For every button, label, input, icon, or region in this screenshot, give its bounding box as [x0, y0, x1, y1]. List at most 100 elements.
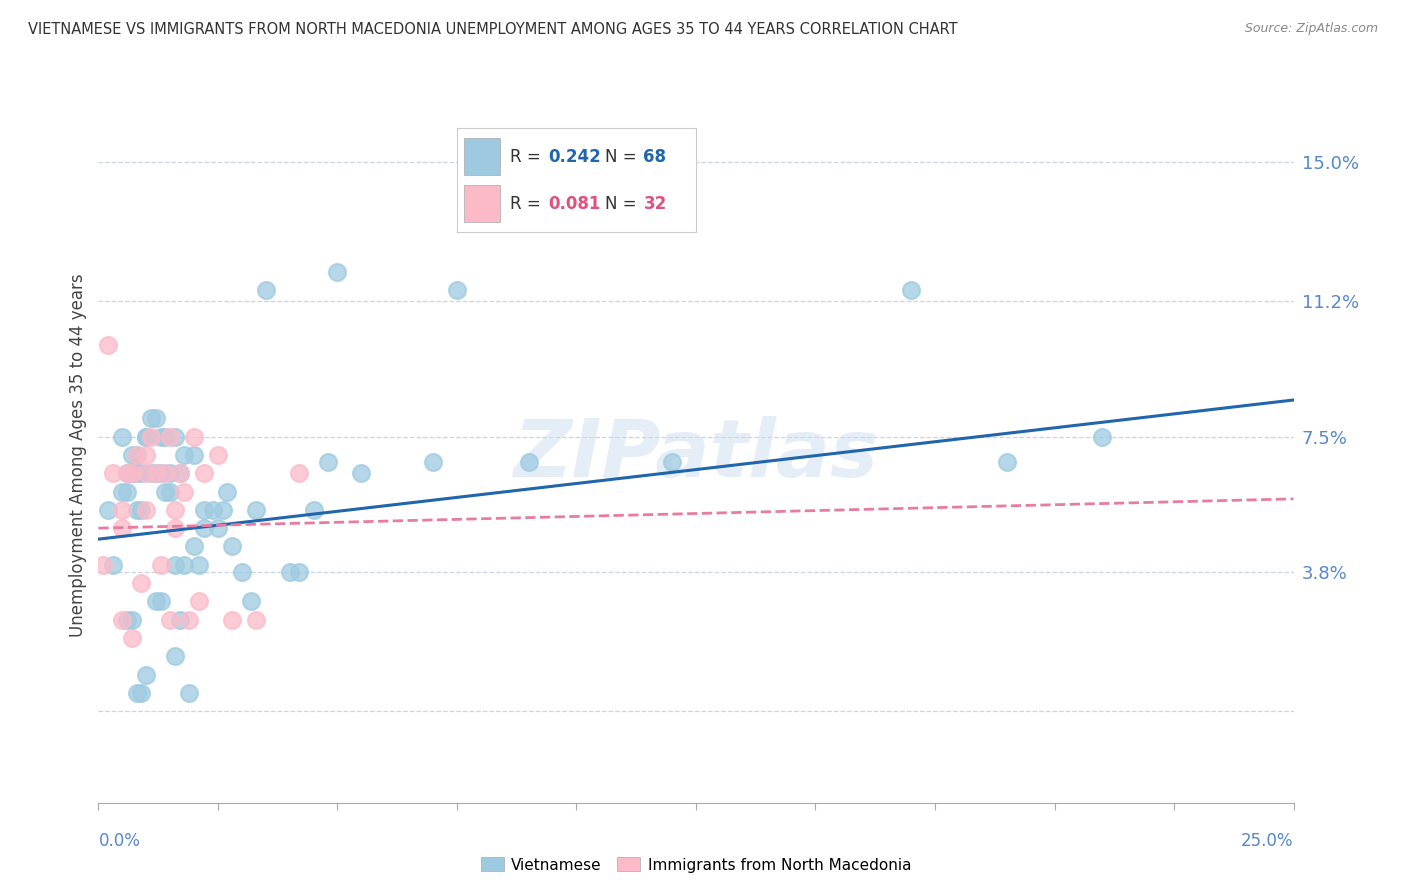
- Point: [169, 467, 191, 481]
- Point: [115, 613, 138, 627]
- Point: [183, 448, 205, 462]
- Point: [211, 503, 233, 517]
- Text: R =: R =: [509, 195, 546, 213]
- Point: [1091, 429, 1114, 443]
- Text: VIETNAMESE VS IMMIGRANTS FROM NORTH MACEDONIA UNEMPLOYMENT AMONG AGES 35 TO 44 Y: VIETNAMESE VS IMMIGRANTS FROM NORTH MACE…: [28, 22, 957, 37]
- Point: [139, 429, 162, 443]
- Point: [91, 558, 114, 572]
- Point: [163, 649, 186, 664]
- Point: [97, 503, 120, 517]
- Point: [135, 429, 157, 443]
- Point: [159, 467, 181, 481]
- Point: [121, 448, 143, 462]
- Bar: [464, 186, 501, 222]
- Point: [121, 467, 143, 481]
- Point: [254, 283, 277, 297]
- Point: [173, 484, 195, 499]
- Point: [115, 484, 138, 499]
- Point: [121, 467, 143, 481]
- Point: [159, 484, 181, 499]
- Point: [163, 503, 186, 517]
- Text: N =: N =: [605, 195, 643, 213]
- Point: [145, 467, 167, 481]
- Point: [350, 467, 373, 481]
- Point: [207, 521, 229, 535]
- Point: [135, 667, 157, 681]
- Text: Source: ZipAtlas.com: Source: ZipAtlas.com: [1244, 22, 1378, 36]
- Point: [163, 558, 186, 572]
- Point: [149, 467, 172, 481]
- Point: [125, 448, 148, 462]
- Point: [155, 467, 177, 481]
- Text: R =: R =: [509, 148, 546, 166]
- Text: 0.242: 0.242: [548, 148, 600, 166]
- Point: [169, 467, 191, 481]
- Point: [173, 448, 195, 462]
- Point: [202, 503, 225, 517]
- Point: [131, 503, 153, 517]
- Point: [149, 594, 172, 608]
- Point: [163, 521, 186, 535]
- Point: [169, 613, 191, 627]
- Point: [217, 484, 239, 499]
- Point: [139, 411, 162, 425]
- Point: [125, 467, 148, 481]
- Point: [159, 613, 181, 627]
- Point: [193, 467, 215, 481]
- Point: [115, 467, 138, 481]
- Point: [193, 503, 215, 517]
- Point: [240, 594, 263, 608]
- Point: [155, 429, 177, 443]
- Point: [288, 467, 311, 481]
- Point: [125, 503, 148, 517]
- Point: [149, 558, 172, 572]
- Point: [131, 467, 153, 481]
- Text: 0.081: 0.081: [548, 195, 600, 213]
- Point: [187, 558, 209, 572]
- Point: [121, 467, 143, 481]
- Point: [187, 594, 209, 608]
- Point: [101, 558, 124, 572]
- Point: [135, 467, 157, 481]
- Legend: Vietnamese, Immigrants from North Macedonia: Vietnamese, Immigrants from North Macedo…: [475, 851, 917, 879]
- Point: [661, 455, 683, 469]
- Text: 0.0%: 0.0%: [98, 832, 141, 850]
- Text: 32: 32: [644, 195, 666, 213]
- Point: [183, 540, 205, 554]
- Point: [135, 503, 157, 517]
- Point: [111, 429, 134, 443]
- Text: N =: N =: [605, 148, 643, 166]
- Point: [145, 467, 167, 481]
- Point: [111, 613, 134, 627]
- Point: [995, 455, 1018, 469]
- Point: [221, 613, 243, 627]
- Point: [231, 565, 253, 579]
- Point: [131, 576, 153, 591]
- Point: [316, 455, 339, 469]
- Point: [245, 613, 267, 627]
- Point: [125, 686, 148, 700]
- Point: [163, 429, 186, 443]
- Point: [121, 613, 143, 627]
- Point: [900, 283, 922, 297]
- Point: [111, 521, 134, 535]
- Point: [221, 540, 243, 554]
- Point: [145, 411, 167, 425]
- Bar: [464, 138, 501, 175]
- Point: [111, 503, 134, 517]
- Text: 68: 68: [644, 148, 666, 166]
- Point: [115, 467, 138, 481]
- Point: [183, 429, 205, 443]
- Point: [193, 521, 215, 535]
- Y-axis label: Unemployment Among Ages 35 to 44 years: Unemployment Among Ages 35 to 44 years: [69, 273, 87, 637]
- Point: [245, 503, 267, 517]
- Point: [155, 484, 177, 499]
- Point: [278, 565, 301, 579]
- Point: [101, 467, 124, 481]
- Point: [446, 283, 468, 297]
- Point: [302, 503, 325, 517]
- Point: [111, 484, 134, 499]
- Point: [139, 467, 162, 481]
- Point: [159, 429, 181, 443]
- Point: [121, 631, 143, 645]
